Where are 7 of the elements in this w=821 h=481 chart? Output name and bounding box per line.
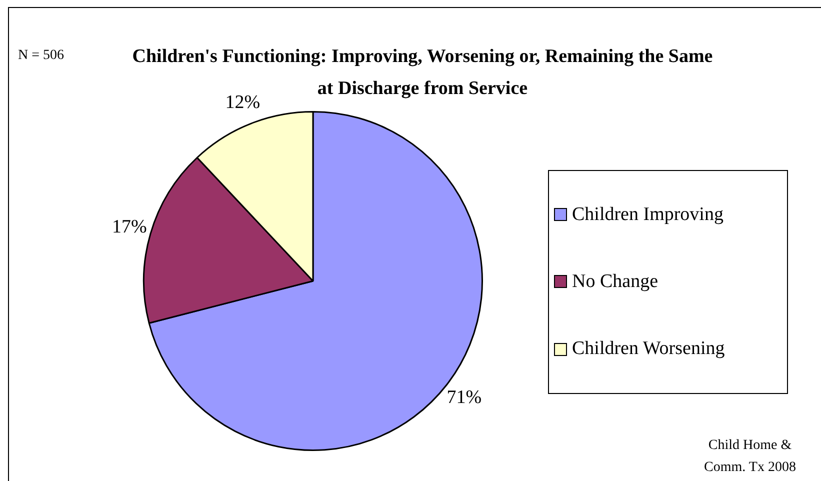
data-label: 71% — [446, 387, 482, 408]
text: N = 506 — [18, 48, 64, 64]
legend-label: No Change — [572, 270, 658, 293]
legend-label: Children Improving — [572, 204, 724, 226]
data-label: 17% — [112, 216, 147, 238]
legend-label: Children Worsening — [572, 338, 725, 360]
text: Child Home & Comm. Tx 2008 — [703, 437, 797, 477]
